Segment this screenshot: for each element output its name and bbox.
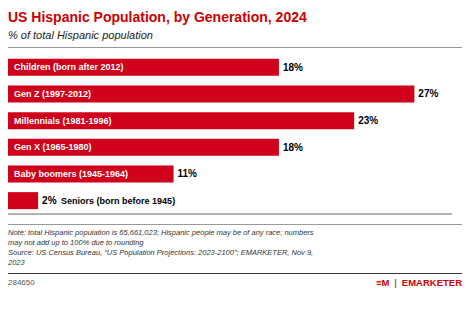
svg-text:Gen X (1965-1980): Gen X (1965-1980) bbox=[14, 142, 92, 152]
svg-text:Millennials (1981-1996): Millennials (1981-1996) bbox=[14, 116, 112, 126]
svg-text:Baby boomers (1945-1964): Baby boomers (1945-1964) bbox=[14, 169, 128, 179]
html-text:% of total Hispanic population: % of total Hispanic population bbox=[8, 29, 153, 41]
svg-text:18%: 18% bbox=[283, 142, 303, 153]
html-text:284650: 284650 bbox=[8, 278, 35, 287]
html-text:Note: total Hispanic populatio: Note: total Hispanic population is 65,66… bbox=[8, 228, 314, 237]
html-text:may not add up to 100% due to: may not add up to 100% due to rounding bbox=[8, 238, 144, 247]
svg-text:Children (born after 2012): Children (born after 2012) bbox=[14, 62, 124, 72]
svg-text:Gen Z (1997-2012): Gen Z (1997-2012) bbox=[14, 89, 91, 99]
html-text:EMARKETER: EMARKETER bbox=[401, 277, 462, 288]
svg-text:Seniors (born before 1945): Seniors (born before 1945) bbox=[61, 196, 175, 206]
html-text:≡M: ≡M bbox=[375, 277, 390, 288]
svg-text:23%: 23% bbox=[358, 115, 378, 126]
svg-text:2%: 2% bbox=[42, 195, 57, 206]
svg-text:18%: 18% bbox=[283, 62, 303, 73]
svg-text:11%: 11% bbox=[178, 168, 198, 179]
html-text:Source: US Census Bureau, “US: Source: US Census Bureau, “US Population… bbox=[8, 248, 314, 257]
html-text:2023: 2023 bbox=[8, 258, 25, 267]
svg-text:27%: 27% bbox=[418, 88, 438, 99]
html-text:US Hispanic Population, by Gen: US Hispanic Population, by Generation, 2… bbox=[8, 9, 307, 25]
